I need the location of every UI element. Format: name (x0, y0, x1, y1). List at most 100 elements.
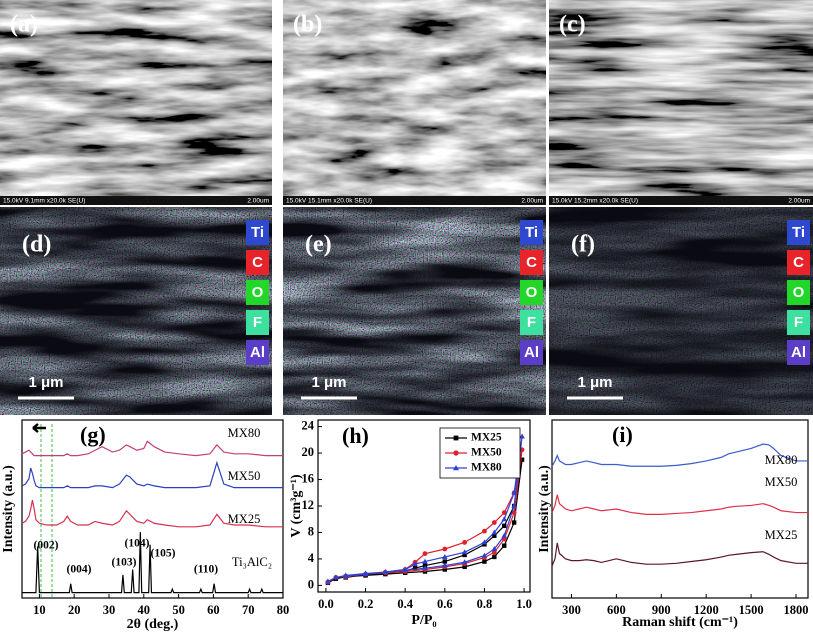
sem-image (283, 0, 546, 205)
peak-label: (002) (34, 540, 59, 552)
x-tick-label: 1800 (784, 603, 809, 617)
element-box (787, 280, 810, 305)
x-tick-label: 0.8 (477, 597, 493, 611)
marker (519, 433, 525, 439)
series-label: MX80 (765, 453, 798, 467)
marker (491, 546, 498, 551)
peak-label: (104) (125, 538, 150, 550)
x-tick-label: 70 (242, 603, 255, 617)
scale-bar-label: 1 μm (311, 374, 346, 391)
element-label: O (793, 284, 805, 301)
x-tick-label: 0.2 (358, 597, 374, 611)
marker (511, 520, 517, 525)
legend-marker (453, 465, 459, 471)
marker (502, 543, 507, 548)
x-tick-label: 30 (103, 603, 116, 617)
peak-label: (105) (151, 548, 176, 560)
eds-map (549, 207, 813, 415)
marker (412, 565, 418, 571)
marker (333, 574, 339, 580)
marker (481, 552, 488, 558)
y-axis-title: Intensity (a.u.) (1, 465, 16, 553)
series-line (551, 542, 808, 567)
image-scale: 2.00um (521, 198, 543, 205)
element-box (787, 220, 810, 245)
y-tick-label: 4 (308, 551, 315, 565)
x-tick-label: 40 (138, 603, 151, 617)
panel-label: (b) (293, 12, 322, 38)
eds-map (283, 207, 546, 415)
legend-label: MX25 (471, 432, 502, 444)
series-label: MX25 (228, 512, 261, 526)
element-label: C (793, 254, 804, 271)
marker (442, 567, 448, 572)
image-info: 15.0kV 15.1mm x20.0k SE(U) (286, 198, 372, 205)
marker (422, 565, 428, 571)
y-axis-title: V (cm³g⁻¹) (289, 474, 304, 538)
marker (382, 569, 389, 575)
image-info: 15.0kV 9.1mm x20.0k SE(U) (3, 198, 85, 205)
element-label: Ti (525, 224, 538, 241)
x-tick-label: 600 (607, 603, 626, 617)
panel-label: (f) (571, 232, 595, 258)
element-box (520, 340, 543, 365)
legend-label: MX50 (471, 447, 502, 459)
marker (501, 532, 508, 538)
element-box (246, 250, 269, 275)
element-label: Ti (792, 224, 805, 241)
x-axis-title: Raman shift (cm⁻¹) (622, 615, 738, 630)
info-bar (549, 196, 813, 205)
marker (442, 559, 448, 564)
element-label: C (252, 254, 263, 271)
x-tick-label: 10 (33, 603, 46, 617)
panel-label: (e) (305, 232, 332, 258)
x-tick-label: 300 (562, 603, 581, 617)
marker (511, 489, 517, 495)
element-box (787, 250, 810, 275)
marker (492, 554, 497, 560)
marker (461, 549, 468, 555)
panel-label: (h) (342, 423, 369, 448)
element-label: F (527, 314, 536, 331)
y-tick-label: 12 (302, 498, 315, 512)
marker (442, 546, 448, 552)
image-info: 15.0kV 15.2mm x20.0k SE(U) (552, 198, 638, 205)
panel-label: (a) (10, 12, 38, 38)
marker (481, 539, 488, 545)
x-tick-label: 0.6 (437, 597, 453, 611)
marker (462, 552, 467, 558)
element-box (246, 340, 269, 365)
peak-label: (103) (112, 557, 137, 569)
panel-label: (g) (80, 422, 106, 447)
marker (511, 503, 517, 508)
element-label: O (526, 284, 538, 301)
panel-label: (i) (612, 422, 633, 447)
element-label: F (253, 314, 262, 331)
marker (502, 523, 507, 529)
marker (482, 559, 487, 564)
y-tick-label: 16 (302, 471, 315, 485)
marker (422, 551, 428, 557)
element-label: Al (524, 344, 539, 361)
element-box (787, 340, 810, 365)
element-box (787, 310, 810, 335)
marker (325, 578, 331, 584)
info-bar (0, 196, 272, 205)
element-box (520, 310, 543, 335)
x-tick-label: 80 (277, 603, 290, 617)
element-box (246, 310, 269, 335)
legend-label: MX80 (471, 462, 502, 474)
series-label: MX80 (228, 426, 261, 440)
panel-label: (c) (559, 12, 586, 38)
x-tick-label: 50 (172, 603, 185, 617)
sem-image (0, 0, 272, 205)
series-label: MX25 (765, 528, 798, 542)
series-label: MX50 (765, 475, 798, 489)
info-bar (283, 196, 546, 205)
series-line (551, 443, 808, 467)
element-label: F (794, 314, 803, 331)
marker (491, 529, 498, 535)
y-tick-label: 24 (302, 418, 315, 432)
element-label: O (252, 284, 264, 301)
